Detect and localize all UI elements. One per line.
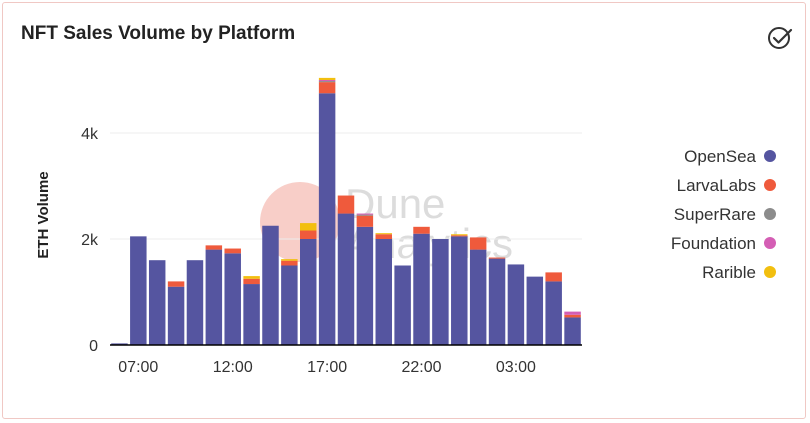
bar-larvalabs-11[interactable] [318,82,336,94]
legend-label: OpenSea [684,147,756,166]
verified-check-icon[interactable] [767,25,793,51]
y-axis-label: ETH Volume [35,171,52,258]
bar-foundation-13[interactable] [356,213,374,215]
legend-label: Rarible [702,263,756,282]
bar-superrare-11[interactable] [318,81,336,83]
x-tick-label: 07:00 [118,359,158,376]
bar-opensea-0[interactable] [111,343,128,345]
bar-opensea-15[interactable] [394,265,411,346]
bar-opensea-8[interactable] [262,225,279,345]
legend-label: Foundation [671,234,756,253]
bar-rarible-10[interactable] [300,223,317,231]
bar-opensea-5[interactable] [205,249,223,345]
bars [111,77,581,346]
bar-rarible-11[interactable] [318,77,336,80]
x-tick-label: 03:00 [496,359,536,376]
bar-opensea-6[interactable] [224,253,241,345]
bar-larvalabs-10[interactable] [300,230,317,239]
bar-larvalabs-18[interactable] [451,235,468,237]
bar-opensea-1[interactable] [130,236,147,345]
bar-opensea-20[interactable] [488,258,506,345]
legend-swatch [764,150,776,162]
bar-opensea-2[interactable] [148,260,166,345]
legend-item-foundation[interactable]: Foundation [671,234,776,253]
bar-larvalabs-5[interactable] [205,245,223,250]
bar-opensea-22[interactable] [526,276,544,345]
bar-rarible-14[interactable] [375,233,392,235]
bar-opensea-3[interactable] [167,286,185,345]
legend-swatch [764,179,776,191]
legend-item-larvalabs[interactable]: LarvaLabs [677,176,776,195]
bar-opensea-16[interactable] [413,233,430,345]
bar-larvalabs-12[interactable] [337,195,355,214]
bar-opensea-14[interactable] [375,239,392,345]
bar-rarible-7[interactable] [243,276,260,279]
bar-larvalabs-13[interactable] [356,215,374,227]
bar-opensea-21[interactable] [507,264,525,345]
bar-opensea-12[interactable] [337,213,355,345]
bar-opensea-24[interactable] [564,317,581,345]
bar-opensea-13[interactable] [356,226,374,345]
legend-item-opensea[interactable]: OpenSea [684,147,776,166]
bar-opensea-18[interactable] [451,236,468,345]
bar-larvalabs-16[interactable] [413,226,430,234]
bar-opensea-9[interactable] [281,265,298,346]
legend-item-superrare[interactable]: SuperRare [674,205,776,224]
bar-opensea-11[interactable] [318,93,336,345]
bar-rarible-18[interactable] [451,234,468,236]
bar-opensea-10[interactable] [300,239,317,345]
bar-larvalabs-14[interactable] [375,234,392,239]
bar-foundation-24[interactable] [564,311,581,315]
bar-larvalabs-23[interactable] [545,272,562,282]
legend-item-rarible[interactable]: Rarible [702,263,776,282]
legend-label: LarvaLabs [677,176,756,195]
legend: OpenSea LarvaLabs SuperRare Foundation Rarib… [671,147,776,282]
legend-swatch [764,208,776,220]
bar-larvalabs-6[interactable] [224,248,241,254]
bar-larvalabs-3[interactable] [167,281,185,287]
legend-swatch [764,237,776,249]
bar-opensea-17[interactable] [432,239,449,345]
x-tick-label: 22:00 [401,359,441,376]
x-tick-label: 12:00 [213,359,253,376]
x-tick-label: 17:00 [307,359,347,376]
chart-card: NFT Sales Volume by Platform [2,2,806,419]
bar-larvalabs-24[interactable] [564,314,581,318]
bar-opensea-23[interactable] [545,281,562,345]
y-tick-label: 4k [81,126,99,143]
legend-swatch [764,266,776,278]
bar-opensea-7[interactable] [243,284,260,345]
y-tick-label: 2k [81,232,99,249]
axes: 07:00 12:00 17:00 22:00 03:00 [110,344,582,376]
bar-superrare-13[interactable] [356,214,374,216]
bar-larvalabs-20[interactable] [488,257,506,259]
bar-foundation-11[interactable] [318,80,336,82]
bar-opensea-4[interactable] [186,260,204,345]
y-tick-label: 0 [89,338,98,355]
legend-label: SuperRare [674,205,756,224]
bar-opensea-19[interactable] [469,249,487,345]
bar-rarible-9[interactable] [281,259,298,261]
bar-larvalabs-7[interactable] [243,278,260,285]
chart-title: NFT Sales Volume by Platform [21,23,296,44]
bar-larvalabs-19[interactable] [469,237,487,250]
bar-larvalabs-9[interactable] [281,260,298,266]
